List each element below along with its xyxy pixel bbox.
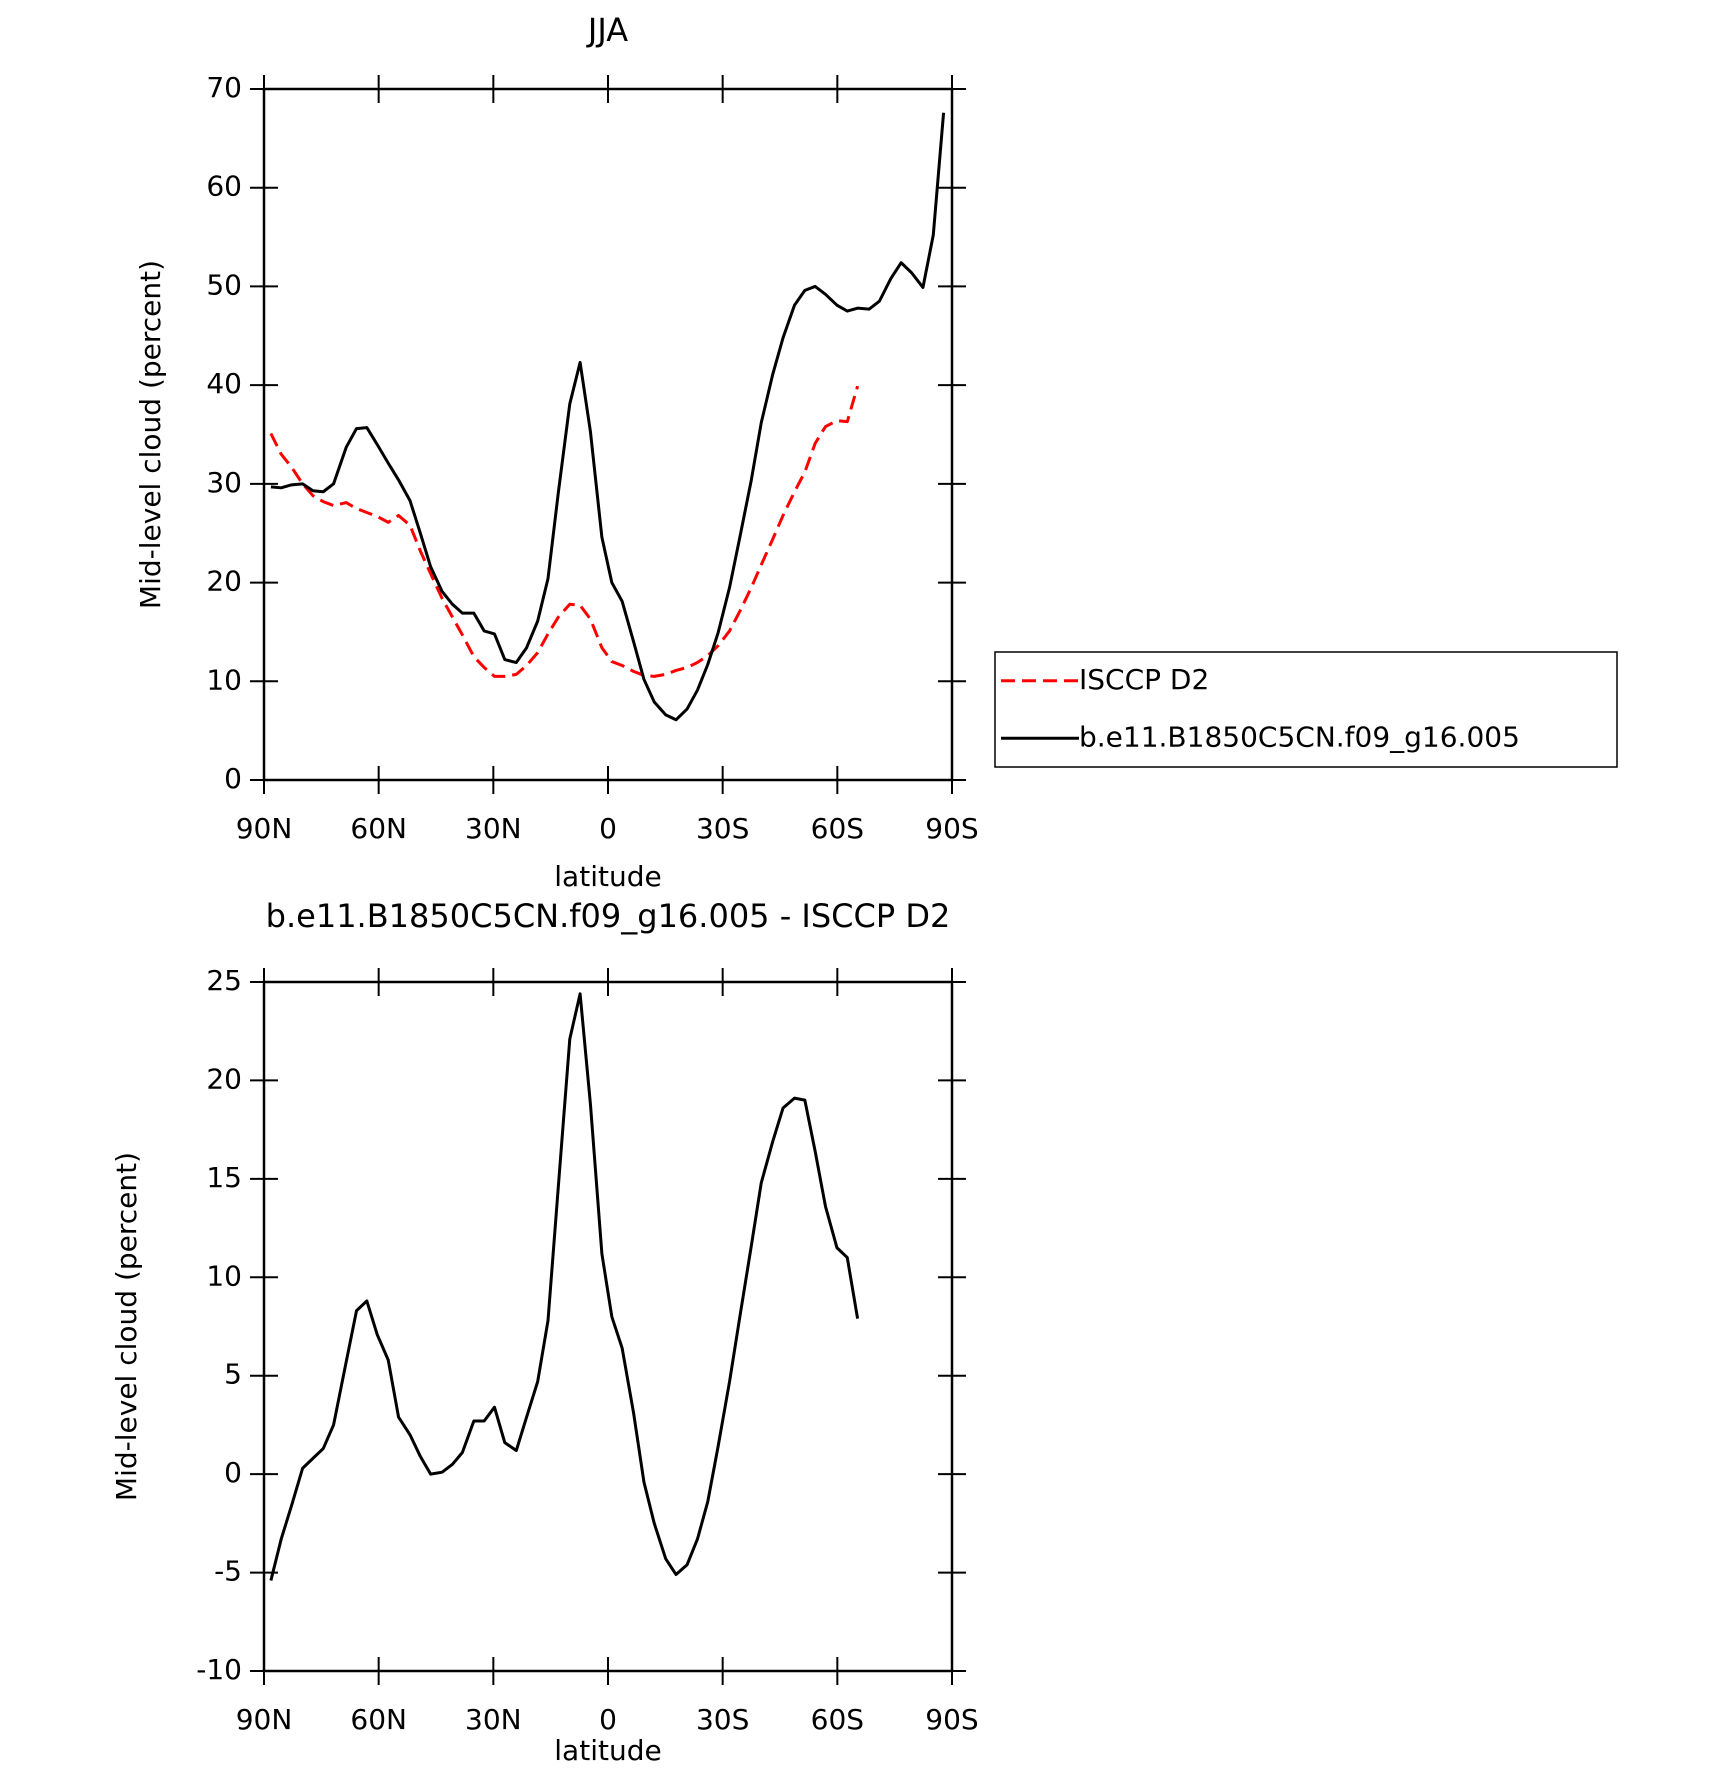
x-tick-label: 30N [465, 1703, 522, 1736]
x-tick-label: 90N [236, 812, 293, 845]
y-tick-label: -5 [214, 1555, 242, 1588]
legend-box [994, 651, 1618, 768]
x-tick-label: 30S [696, 812, 749, 845]
y-tick-label: 50 [206, 268, 242, 301]
y-tick-label: 30 [206, 466, 242, 499]
x-axis-label: latitude [554, 1734, 661, 1767]
data-line [269, 385, 860, 678]
x-axis-label: latitude [554, 860, 661, 893]
y-axis-label: Mid-level cloud (percent) [110, 1152, 143, 1501]
x-tick-label: 60S [811, 1703, 864, 1736]
x-tick-label: 60N [350, 812, 407, 845]
plot-frame [262, 980, 954, 1673]
y-axis-label: Mid-level cloud (percent) [134, 260, 167, 609]
x-tick-label: 0 [599, 1703, 617, 1736]
data-line [269, 992, 860, 1581]
legend-label: b.e11.B1850C5CN.f09_g16.005 [1079, 720, 1520, 753]
data-line [270, 112, 946, 722]
y-tick-label: 0 [224, 1456, 242, 1489]
y-tick-label: 20 [206, 1062, 242, 1095]
y-tick-label: -10 [196, 1653, 242, 1686]
plot-frame [262, 87, 954, 782]
x-tick-label: 90S [925, 1703, 978, 1736]
legend-label: ISCCP D2 [1079, 663, 1209, 696]
y-tick-label: 5 [224, 1358, 242, 1391]
chart-title: JJA [586, 11, 628, 49]
y-tick-label: 10 [206, 663, 242, 696]
y-tick-label: 25 [206, 964, 242, 997]
y-tick-label: 60 [206, 170, 242, 203]
x-tick-label: 30N [465, 812, 522, 845]
chart-title: b.e11.B1850C5CN.f09_g16.005 - ISCCP D2 [266, 897, 951, 935]
x-tick-label: 60N [350, 1703, 407, 1736]
y-tick-label: 10 [206, 1259, 242, 1292]
y-tick-label: 15 [206, 1161, 242, 1194]
x-tick-label: 30S [696, 1703, 749, 1736]
y-tick-label: 40 [206, 367, 242, 400]
y-tick-label: 70 [206, 71, 242, 104]
y-tick-label: 20 [206, 565, 242, 598]
x-tick-label: 90N [236, 1703, 293, 1736]
x-tick-label: 0 [599, 812, 617, 845]
y-tick-label: 0 [224, 762, 242, 795]
x-tick-label: 60S [811, 812, 864, 845]
x-tick-label: 90S [925, 812, 978, 845]
